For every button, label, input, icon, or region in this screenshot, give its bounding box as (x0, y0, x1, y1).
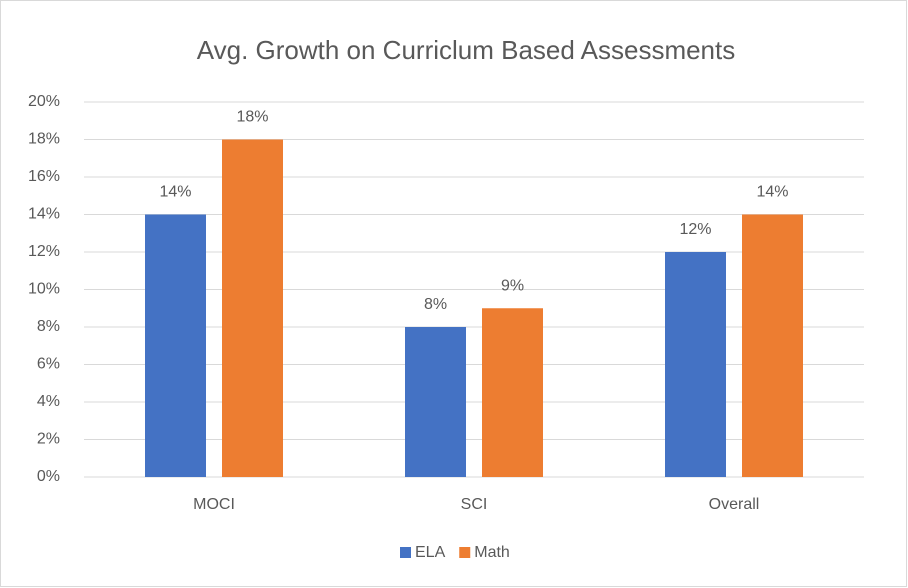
y-tick-label: 20% (28, 93, 60, 110)
y-tick-label: 16% (28, 168, 60, 185)
y-tick-label: 14% (28, 206, 60, 223)
data-label: 12% (679, 221, 711, 238)
legend-label: ELA (415, 544, 446, 561)
y-tick-label: 18% (28, 131, 60, 148)
data-label: 8% (424, 296, 447, 313)
bar (222, 139, 283, 477)
legend-swatch (400, 547, 411, 558)
chart-title: Avg. Growth on Curriclum Based Assessmen… (197, 35, 736, 65)
bar (405, 327, 466, 477)
x-tick-label: MOCI (193, 496, 235, 513)
data-label: 14% (756, 184, 788, 201)
y-tick-label: 0% (37, 468, 60, 485)
bar (665, 252, 726, 477)
data-label: 18% (236, 109, 268, 126)
y-tick-label: 10% (28, 281, 60, 298)
x-tick-label: Overall (709, 496, 760, 513)
bar (742, 214, 803, 477)
y-tick-label: 4% (37, 393, 60, 410)
y-tick-label: 6% (37, 356, 60, 373)
bar (145, 214, 206, 477)
legend-swatch (459, 547, 471, 558)
data-label: 14% (159, 184, 191, 201)
y-tick-label: 12% (28, 243, 60, 260)
y-tick-label: 2% (37, 431, 60, 448)
bar (482, 308, 543, 477)
y-tick-label: 8% (37, 318, 60, 335)
data-label: 9% (501, 277, 524, 294)
legend-label: Math (474, 544, 510, 561)
x-tick-label: SCI (461, 496, 488, 513)
